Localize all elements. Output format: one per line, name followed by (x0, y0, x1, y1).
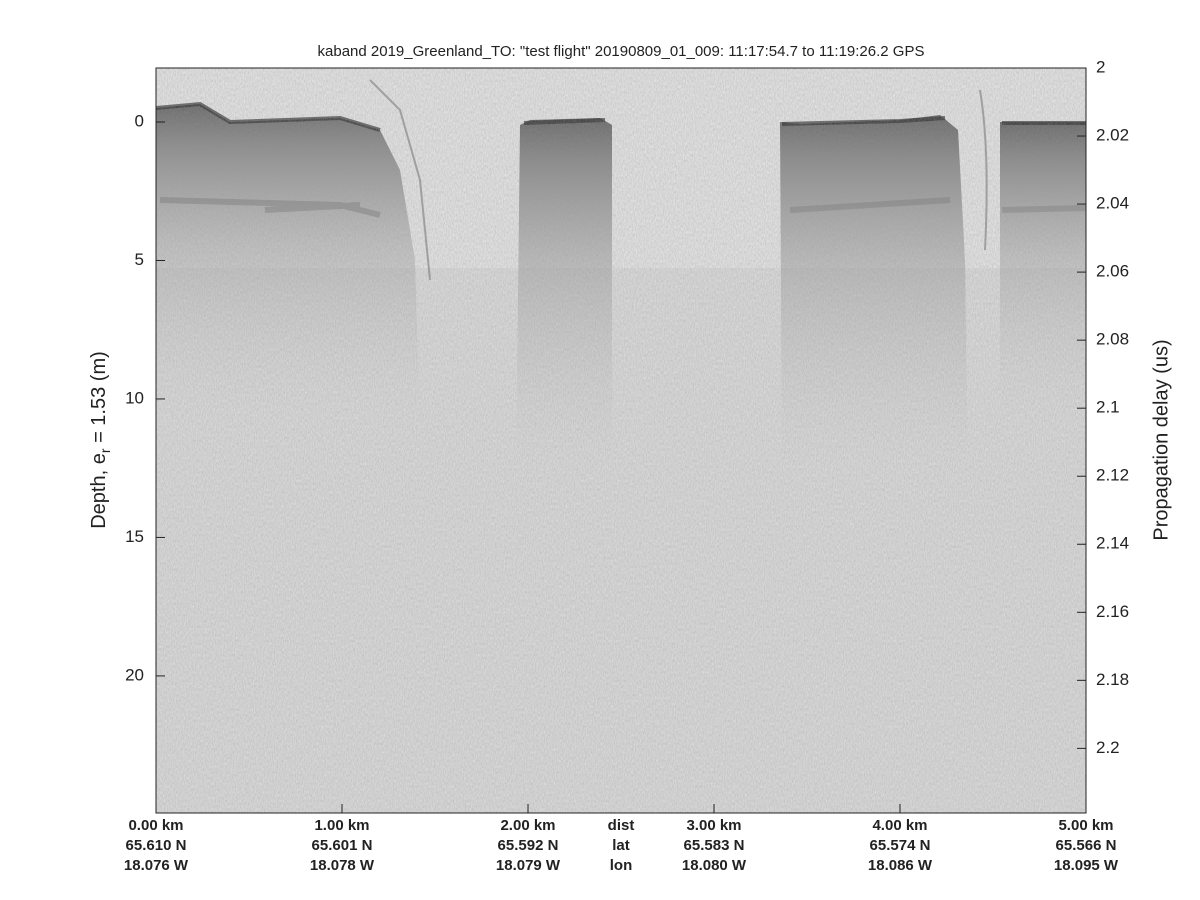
lat-label: 65.592 N (498, 837, 559, 854)
lon-label: 18.079 W (496, 857, 561, 874)
y2-tick-label: 2.08 (1096, 330, 1129, 349)
y2-tick-label: 2.12 (1096, 466, 1129, 485)
y-label-part: Depth, e (88, 453, 110, 529)
y-tick-label: 15 (125, 527, 144, 546)
y-label-part: = 1.53 (m) (88, 351, 110, 448)
y2-tick-label: 2.06 (1096, 262, 1129, 281)
y2-tick-label: 2.14 (1096, 534, 1129, 553)
x-tick-label: 1.00 km (314, 817, 369, 834)
lat-label: 65.566 N (1056, 837, 1117, 854)
lat-label: 65.610 N (126, 837, 187, 854)
lat-label: 65.583 N (684, 837, 745, 854)
y2-axis-label: Propagation delay (us) (1150, 339, 1172, 540)
x-tick-label: 0.00 km (128, 817, 183, 834)
x-tick-label: 5.00 km (1058, 817, 1113, 834)
lon-label: 18.086 W (868, 857, 933, 874)
y-axis-label: Depth, er = 1.53 (m) (88, 351, 112, 529)
lon-label: 18.080 W (682, 857, 747, 874)
y2-tick-label: 2.18 (1096, 670, 1129, 689)
y2-tick-label: 2.1 (1096, 398, 1120, 417)
chart-title: kaband 2019_Greenland_TO: "test flight" … (318, 43, 925, 60)
y-tick-label: 5 (135, 250, 144, 269)
y2-tick-label: 2 (1096, 57, 1105, 76)
y-tick-label: 0 (135, 111, 144, 130)
x-tick-label: 3.00 km (686, 817, 741, 834)
lat-label: 65.574 N (870, 837, 931, 854)
y2-tick-label: 2.2 (1096, 738, 1120, 757)
y2-tick-label: 2.16 (1096, 602, 1129, 621)
lat-label: 65.601 N (312, 837, 373, 854)
row-label: lon (610, 857, 633, 874)
y-tick-label: 20 (125, 665, 144, 684)
echogram-image (156, 68, 1086, 813)
row-label: dist (608, 817, 635, 834)
y-label-subscript: r (97, 448, 113, 453)
y2-tick-label: 2.02 (1096, 126, 1129, 145)
lon-label: 18.076 W (124, 857, 189, 874)
plot-frame (155, 67, 1087, 814)
x-tick-label: 4.00 km (872, 817, 927, 834)
lon-label: 18.095 W (1054, 857, 1119, 874)
row-label: lat (612, 837, 630, 854)
lon-label: 18.078 W (310, 857, 375, 874)
x-tick-label: 2.00 km (500, 817, 555, 834)
y2-tick-label: 2.04 (1096, 194, 1129, 213)
y-tick-label: 10 (125, 388, 144, 407)
